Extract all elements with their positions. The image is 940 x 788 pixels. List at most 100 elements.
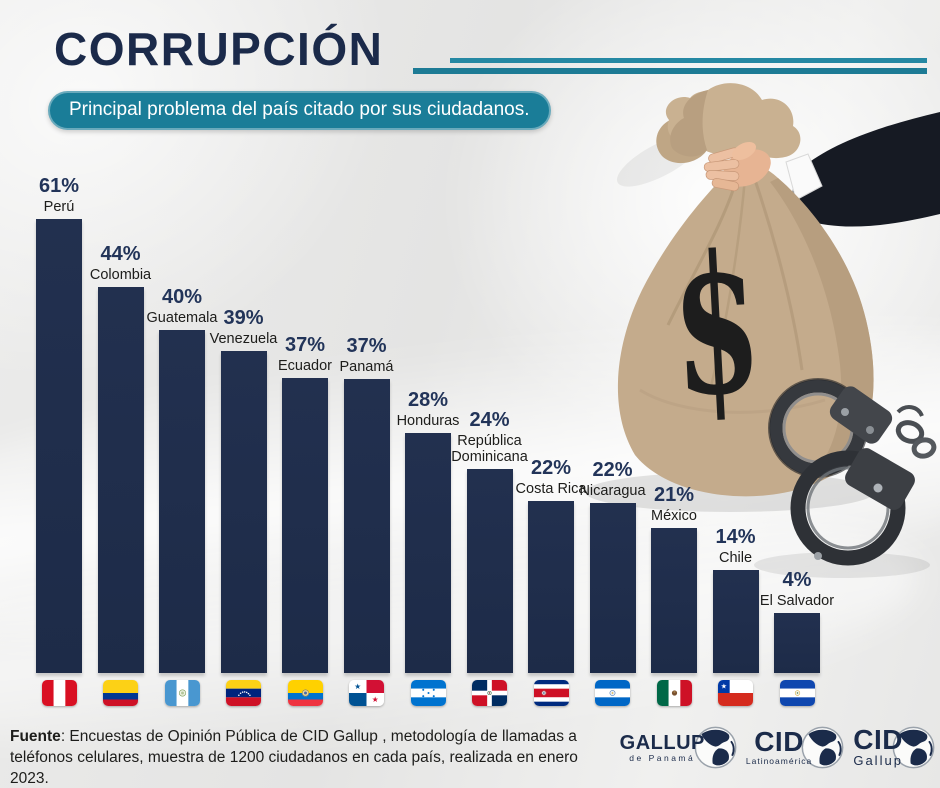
bar-column-colombia: 44% Colombia bbox=[90, 243, 151, 673]
bar bbox=[651, 528, 697, 673]
bar bbox=[774, 613, 820, 673]
suit-arm bbox=[792, 112, 940, 227]
page-title: CORRUPCIÓN bbox=[54, 23, 384, 75]
bar-category-label: Chile bbox=[718, 549, 753, 566]
bar bbox=[343, 379, 390, 673]
logo-sub-label: Gallup bbox=[853, 753, 903, 769]
bar-value-label: 21% bbox=[653, 483, 695, 506]
bar-category-label: Panamá bbox=[339, 358, 394, 375]
money-bag-illustration: $ bbox=[580, 60, 940, 580]
bar bbox=[159, 330, 205, 673]
logo-group: GALLUP de Panamá CID Latinoamérica CID Gall… bbox=[620, 725, 936, 770]
flag-nicaragua-icon bbox=[595, 680, 630, 706]
bar-category-label: México bbox=[651, 507, 697, 524]
bar-category-label: Ecuador bbox=[277, 357, 332, 374]
logo-sub-label: Latinoamérica bbox=[745, 755, 813, 766]
bar-column-peru: 61% Perú bbox=[36, 175, 82, 673]
bar-category-label: República Dominicana bbox=[451, 432, 528, 465]
bar-column-mexico: 21% México bbox=[651, 484, 697, 673]
source-note: Fuente: Encuestas de Opinión Pública de … bbox=[10, 727, 604, 788]
bar-value-label: 37% bbox=[284, 333, 326, 356]
flag-republica-dominicana-icon bbox=[472, 680, 507, 706]
subtitle-pill: Principal problema del país citado por s… bbox=[48, 91, 551, 130]
bar-value-label: 61% bbox=[38, 174, 80, 197]
bar-column-ecuador: 37% Ecuador bbox=[278, 334, 332, 673]
bar-column-guatemala: 40% Guatemala bbox=[147, 286, 217, 673]
bar bbox=[220, 351, 267, 673]
bar-column-panama: 37% Panamá bbox=[339, 335, 394, 673]
flag-ecuador-icon bbox=[287, 680, 323, 706]
flag-cell bbox=[774, 680, 820, 706]
bar-column-el-salvador: 4% El Salvador bbox=[760, 569, 834, 673]
flag-row: ★ ★ ★ bbox=[36, 680, 820, 706]
bar-value-label: 4% bbox=[782, 568, 812, 591]
shirt-cuff-icon bbox=[785, 153, 823, 201]
logo-cid-gallup: CID Gallup bbox=[853, 725, 936, 770]
bar-category-label: Colombia bbox=[89, 266, 152, 283]
bar-column-costa-rica: 22% Costa Rica bbox=[516, 457, 586, 673]
bar-category-label: Costa Rica bbox=[515, 480, 587, 497]
bar-category-label: Nicaragua bbox=[579, 482, 646, 499]
flag-guatemala-icon bbox=[164, 680, 200, 706]
flag-colombia-icon bbox=[103, 680, 138, 706]
bar bbox=[282, 378, 328, 673]
svg-text:★: ★ bbox=[372, 695, 379, 704]
bar-value-label: 14% bbox=[715, 525, 756, 548]
bar-category-label: Perú bbox=[43, 198, 75, 215]
logo-main-label: CID bbox=[754, 726, 804, 758]
logo-main-label: GALLUP bbox=[619, 732, 705, 754]
bar bbox=[589, 503, 636, 673]
logo-main-label: CID bbox=[853, 723, 903, 755]
bar-value-label: 28% bbox=[407, 388, 449, 411]
bar bbox=[405, 433, 451, 673]
flag-cell bbox=[651, 680, 697, 706]
title-accent-line-1 bbox=[450, 58, 927, 63]
svg-text:★: ★ bbox=[354, 682, 361, 691]
flag-cell bbox=[36, 680, 82, 706]
globe-icon bbox=[800, 725, 845, 770]
globe-icon bbox=[891, 725, 936, 770]
flag-cell: ★ ★ bbox=[344, 680, 390, 706]
handcuffs-icon bbox=[754, 378, 937, 578]
title-accent-line-2 bbox=[413, 68, 927, 74]
flag-venezuela-icon bbox=[226, 680, 261, 706]
logo-sub-label: de Panamá bbox=[629, 753, 696, 763]
bar-value-label: 44% bbox=[100, 242, 141, 265]
source-text: : Encuestas de Opinión Pública de CID Ga… bbox=[10, 728, 578, 787]
bar-category-label: Guatemala bbox=[146, 309, 218, 326]
bar-column-chile: 14% Chile bbox=[712, 526, 759, 673]
flag-cell bbox=[467, 680, 513, 706]
bar-value-label: 39% bbox=[223, 306, 264, 329]
flag-cell: ★ bbox=[713, 680, 759, 706]
flag-cell bbox=[159, 680, 205, 706]
flag-cell bbox=[98, 680, 144, 706]
bar-column-honduras: 28% Honduras bbox=[397, 389, 459, 673]
flag-cell bbox=[590, 680, 636, 706]
bar-category-label: Venezuela bbox=[209, 330, 278, 347]
flag-costa-rica-icon bbox=[533, 680, 569, 706]
bar-category-label: El Salvador bbox=[759, 592, 835, 609]
bar bbox=[528, 501, 574, 673]
bar-column-republica-dominicana: 24% República Dominicana bbox=[451, 409, 528, 673]
logo-gallup-de-panama: GALLUP de Panamá bbox=[620, 725, 738, 770]
flag-el-salvador-icon bbox=[779, 680, 815, 706]
flag-panama-icon: ★ ★ bbox=[349, 680, 384, 706]
source-label: Fuente bbox=[10, 728, 61, 745]
bar bbox=[712, 570, 759, 673]
svg-text:★: ★ bbox=[721, 683, 727, 691]
bar-category-label: Honduras bbox=[396, 412, 460, 429]
flag-honduras-icon bbox=[410, 680, 446, 706]
logo-cid-latinoamerica: CID Latinoamérica bbox=[746, 725, 845, 770]
flag-cell bbox=[221, 680, 267, 706]
bar bbox=[36, 219, 82, 673]
bar-value-label: 40% bbox=[161, 285, 203, 308]
bar bbox=[97, 287, 144, 673]
bar-value-label: 37% bbox=[346, 334, 387, 357]
bar-column-venezuela: 39% Venezuela bbox=[210, 307, 277, 673]
bar bbox=[466, 469, 513, 673]
flag-mexico-icon bbox=[656, 680, 692, 706]
flag-chile-icon: ★ bbox=[718, 680, 753, 706]
bar-value-label: 22% bbox=[592, 458, 633, 481]
bar-column-nicaragua: 22% Nicaragua bbox=[579, 459, 646, 673]
